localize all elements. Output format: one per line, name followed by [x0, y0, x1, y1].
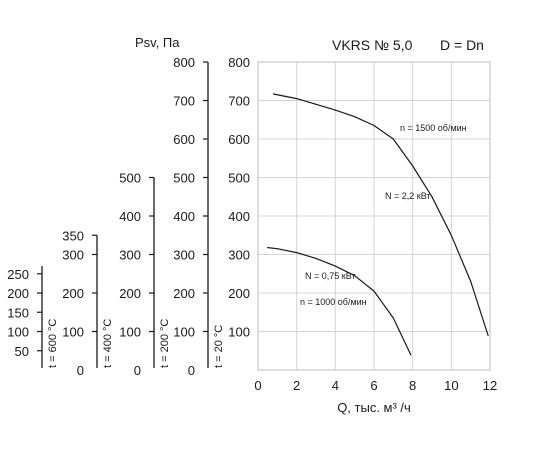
temperature-axis-tick-label: 100 — [7, 325, 29, 340]
series-point — [373, 290, 375, 292]
y-tick-label: 300 — [228, 248, 250, 263]
y-axis-label: Psv, Па — [135, 35, 180, 50]
series-point — [296, 97, 298, 100]
temperature-axis-tick-label: 100 — [173, 325, 195, 340]
temperature-axis-tick-label: 400 — [119, 209, 141, 224]
temperature-axis-tick-label: 200 — [62, 286, 84, 301]
series-point — [315, 257, 317, 259]
temperature-axis-tick-label: 500 — [173, 171, 195, 186]
series-line — [273, 93, 489, 336]
series-point — [450, 234, 452, 236]
series-point — [487, 334, 489, 336]
temperature-axis-tick-label: 100 — [119, 325, 141, 340]
temperature-axis-tick-label: 200 — [173, 286, 195, 301]
series-point — [410, 354, 412, 356]
y-tick-label: 800 — [228, 55, 250, 70]
series-point — [470, 280, 472, 283]
temperature-label: t = 200 °C — [159, 319, 171, 368]
series-point — [315, 103, 317, 105]
series-point — [354, 275, 356, 277]
temperature-axis-tick-label: 300 — [119, 248, 141, 263]
temperature-axis-tick-label: 500 — [119, 171, 141, 186]
temperature-axis-tick-label: 250 — [7, 267, 29, 282]
series-point — [354, 116, 356, 118]
y-tick-label: 200 — [228, 286, 250, 301]
y-tick-label: 500 — [228, 171, 250, 186]
temperature-axis-tick-label: 100 — [62, 325, 84, 340]
series-point — [392, 317, 394, 319]
x-axis-label: Q, тыс. м³ /ч — [337, 400, 411, 415]
temperature-axis-tick-label: 150 — [7, 305, 29, 320]
x-tick-label: 12 — [483, 378, 497, 393]
series-point — [431, 196, 433, 198]
x-tick-label: 0 — [254, 378, 261, 393]
temperature-label: t = 600 °C — [47, 319, 59, 368]
temperature-axis-tick-label: 0 — [188, 363, 195, 378]
chart-title: VKRS № 5,0 — [332, 37, 413, 53]
series-point — [276, 248, 278, 250]
temperature-label: t = 20 °C — [213, 325, 225, 368]
temperature-axis-tick-label: 300 — [62, 248, 84, 263]
plot-frame — [257, 61, 491, 371]
temperature-axis-tick-label: 600 — [173, 132, 195, 147]
temperature-axis-tick-label: 0 — [77, 363, 84, 378]
series-power-label: N = 2,2 кВт — [385, 191, 431, 201]
y-tick-label: 600 — [228, 132, 250, 147]
temperature-label: t = 400 °C — [102, 319, 114, 368]
x-tick-label: 8 — [409, 378, 416, 393]
series-point — [296, 251, 298, 254]
series-point — [272, 93, 275, 95]
y-tick-label: 100 — [228, 325, 250, 340]
series-point — [412, 165, 414, 167]
x-tick-label: 2 — [293, 378, 300, 393]
x-tick-label: 4 — [332, 378, 339, 393]
x-tick-label: 10 — [444, 378, 458, 393]
series-point — [392, 138, 394, 140]
temperature-axis-tick-label: 350 — [62, 228, 84, 243]
temperature-axis-tick-label: 200 — [119, 286, 141, 301]
y-tick-label: 700 — [228, 94, 250, 109]
temperature-axis-tick-label: 300 — [173, 248, 195, 263]
series-name-label: n = 1000 об/мин — [300, 297, 367, 307]
y-tick-label: 400 — [228, 209, 250, 224]
temperature-axis-tick-label: 50 — [15, 344, 29, 359]
temperature-axis-tick-label: 800 — [173, 55, 195, 70]
temperature-axis-tick-label: 0 — [134, 363, 141, 378]
temperature-axis-tick-label: 700 — [173, 94, 195, 109]
series-point — [267, 246, 269, 249]
x-tick-label: 6 — [370, 378, 377, 393]
series-point — [334, 109, 336, 111]
chart-subtitle: D = Dn — [440, 37, 484, 53]
series-name-label: n = 1500 об/мин — [400, 123, 467, 133]
series-point — [373, 124, 375, 127]
temperature-axis-tick-label: 200 — [7, 286, 29, 301]
series-power-label: N = 0,75 кВт — [305, 271, 356, 281]
temperature-axis-tick-label: 400 — [173, 209, 195, 224]
series-point — [334, 265, 336, 267]
